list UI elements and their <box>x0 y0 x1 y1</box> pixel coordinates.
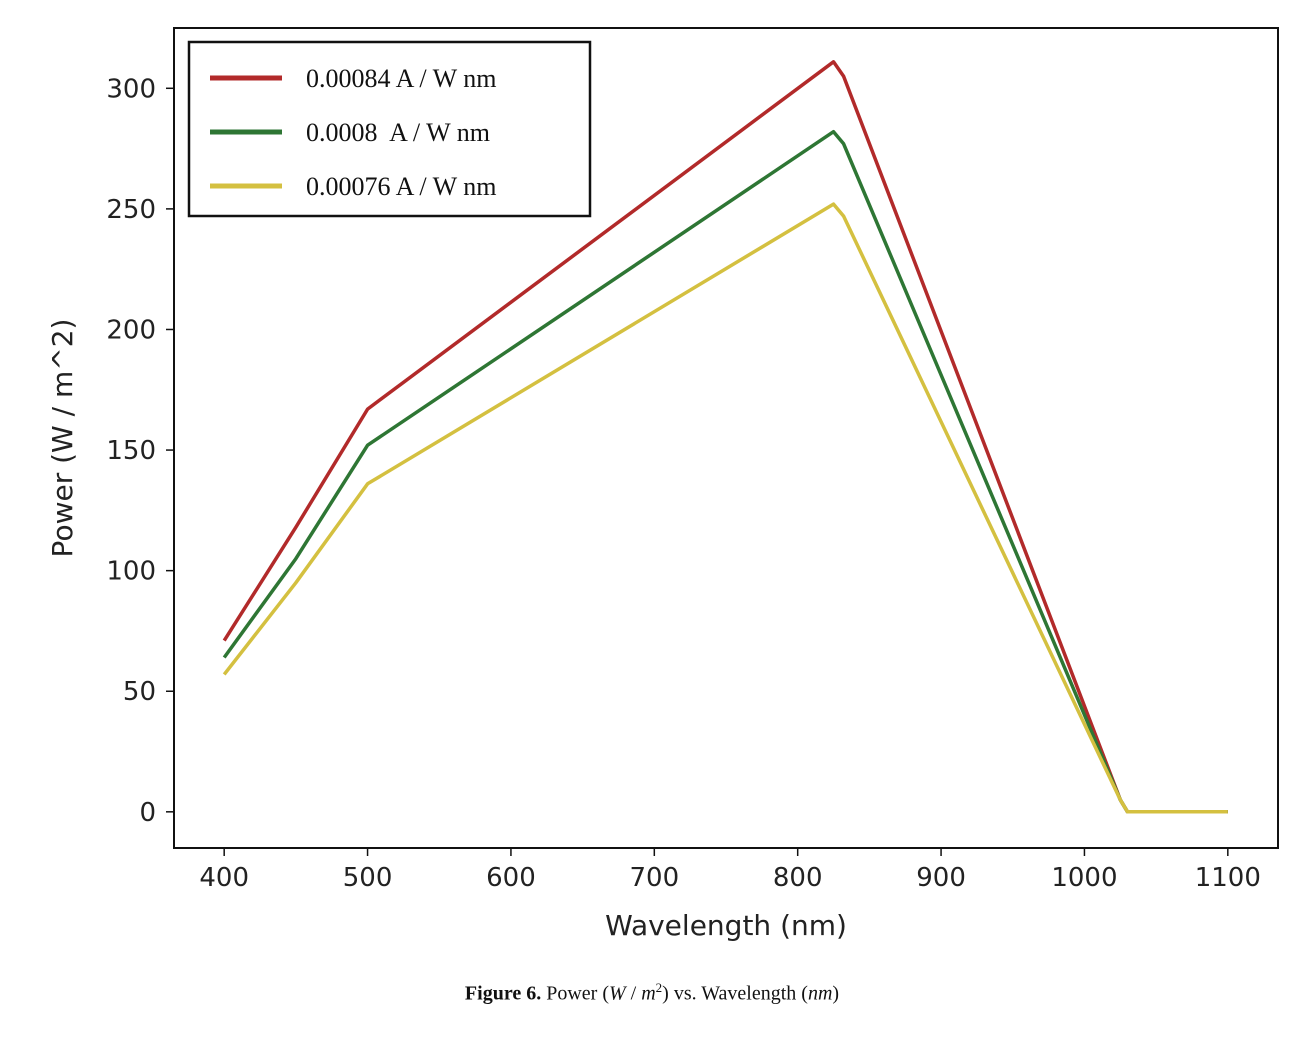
x-tick-label: 500 <box>343 863 393 893</box>
legend-label: 0.00076 A / W nm <box>306 172 496 201</box>
caption-label: Figure 6. <box>464 982 542 1005</box>
x-axis-label: Wavelength (nm) <box>605 909 847 942</box>
y-tick-label: 250 <box>106 195 156 225</box>
x-tick-label: 600 <box>486 863 536 893</box>
caption-w: W <box>608 982 626 1005</box>
caption-slash: / <box>625 982 642 1005</box>
x-tick-label: 1000 <box>1051 863 1117 893</box>
caption-prefix: Power ( <box>541 982 609 1005</box>
legend-label: 0.0008 A / W nm <box>306 118 490 147</box>
x-tick-label: 1100 <box>1195 863 1261 893</box>
y-tick-label: 200 <box>106 315 156 345</box>
y-axis-ticks: 0 50 100 150 200 250 300 <box>106 74 174 828</box>
y-tick-label: 50 <box>123 677 156 707</box>
caption-mid: ) vs. Wavelength ( <box>662 982 808 1005</box>
y-tick-label: 150 <box>106 436 156 466</box>
x-tick-label: 800 <box>773 863 823 893</box>
caption-nm: nm <box>807 982 833 1005</box>
legend-items: 0.00084 A / W nm 0.0008 A / W nm 0.00076 A… <box>210 64 496 201</box>
chart: 400 500 600 700 800 900 1000 1100 0 50 100 150 200 2… <box>46 27 1279 942</box>
legend-label: 0.00084 A / W nm <box>306 64 496 93</box>
x-tick-label: 900 <box>916 863 966 893</box>
x-tick-label: 700 <box>629 863 679 893</box>
series-lines <box>222 60 1228 814</box>
legend: 0.00084 A / W nm 0.0008 A / W nm 0.00076 A… <box>187 40 592 218</box>
caption-suffix: ) <box>832 982 840 1005</box>
y-axis-label: Power (W / m^2) <box>46 319 79 558</box>
caption-m: m <box>641 982 656 1005</box>
figure-caption: Figure 6. Power (W / m2) vs. Wavelength … <box>0 980 1304 1006</box>
x-axis-ticks: 400 500 600 700 800 900 1000 1100 <box>199 848 1261 893</box>
y-tick-label: 0 <box>139 798 156 828</box>
x-tick-label: 400 <box>199 863 249 893</box>
caption-sup: 2 <box>655 980 663 995</box>
y-tick-label: 100 <box>106 557 156 587</box>
y-tick-label: 300 <box>106 74 156 104</box>
series-line <box>222 202 1228 814</box>
